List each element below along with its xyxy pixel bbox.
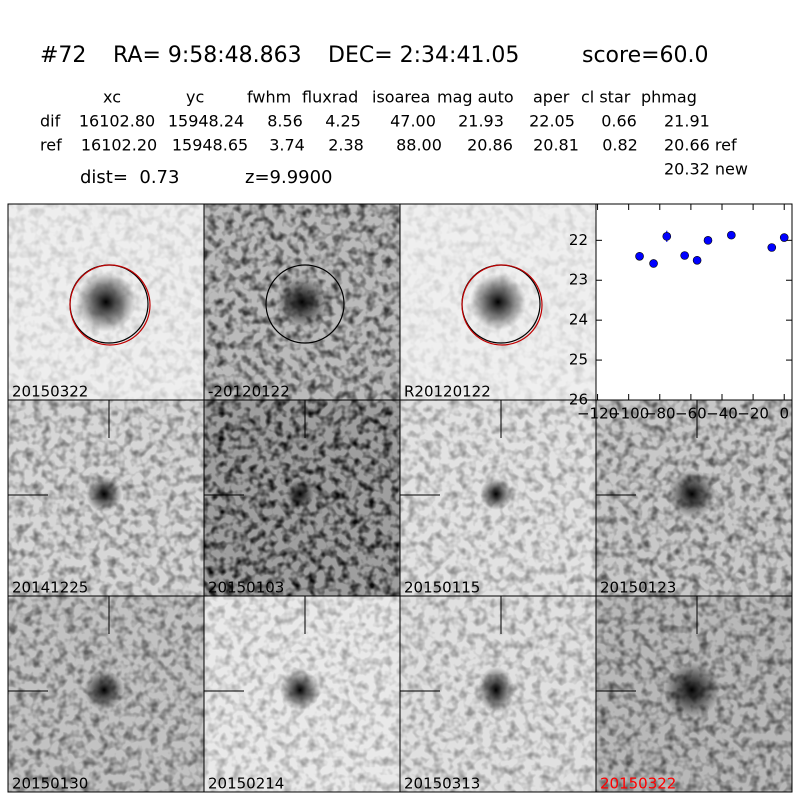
ra: RA= 9:58:48.863 <box>113 43 302 68</box>
stamp-label: 20150123 <box>600 579 676 597</box>
column-header: mag auto <box>437 88 514 107</box>
table-cell: 15948.24 <box>168 112 244 131</box>
table-cell: 0.82 <box>602 136 638 155</box>
source <box>286 480 314 508</box>
stamp-label: 20150322 <box>12 383 88 401</box>
point <box>767 243 777 252</box>
dec: DEC= 2:34:41.05 <box>328 43 519 68</box>
table-cell: ref <box>40 136 62 155</box>
stamp-label: -20120122 <box>208 383 290 401</box>
table-cell: 21.91 <box>664 112 710 131</box>
table-cell: 22.05 <box>529 112 575 131</box>
x-tick-label: −40 <box>706 405 738 423</box>
y-tick-label: 25 <box>569 351 588 369</box>
redshift: z=9.9900 <box>245 167 333 188</box>
y-tick-label: 22 <box>569 231 588 249</box>
stamp-label: 20150322 <box>600 775 676 793</box>
column-header: fluxrad <box>302 88 358 107</box>
point <box>680 251 689 260</box>
point <box>727 230 736 240</box>
source <box>280 670 320 710</box>
stamp-label: 20141225 <box>12 579 88 597</box>
table-cell: 16102.20 <box>81 136 157 155</box>
plot-area <box>596 204 792 400</box>
column-header: xc <box>103 88 121 107</box>
source <box>664 662 720 718</box>
point <box>635 251 644 261</box>
point <box>662 232 672 241</box>
column-header: aper <box>533 88 570 107</box>
table-cell: dif <box>40 112 61 131</box>
table-cell: 8.56 <box>267 112 303 131</box>
aperture-ref <box>461 264 543 346</box>
point <box>649 259 658 268</box>
candidate-id: #72 <box>40 43 86 68</box>
column-header: yc <box>186 88 204 107</box>
stamp-label: 20150214 <box>208 775 284 793</box>
table-cell: 0.66 <box>601 112 637 131</box>
table-cell: 20.66 ref <box>664 136 737 155</box>
source <box>76 272 136 332</box>
table-cell: 3.74 <box>269 136 305 155</box>
stamp-label: R20120122 <box>404 383 491 401</box>
table-cell: 21.93 <box>458 112 504 131</box>
stamp-label: 20150313 <box>404 775 480 793</box>
x-tick-label: −100 <box>608 405 649 423</box>
table-cell: 88.00 <box>396 136 442 155</box>
source <box>86 476 122 512</box>
column-header: cl star <box>581 88 631 107</box>
source <box>668 470 716 518</box>
source <box>480 478 512 510</box>
stamp-label: 20150103 <box>208 579 284 597</box>
stamp-label: 20150115 <box>404 579 480 597</box>
y-tick-label: 23 <box>569 271 588 289</box>
table-cell: 20.86 <box>467 136 513 155</box>
y-tick-label: 24 <box>569 311 588 329</box>
point <box>779 233 789 242</box>
panel-border <box>595 595 793 793</box>
table-cell: 4.25 <box>325 112 361 131</box>
source <box>478 666 514 714</box>
column-header: phmag <box>641 88 697 107</box>
table-cell: 20.81 <box>533 136 579 155</box>
column-header: fwhm <box>247 88 291 107</box>
aperture <box>265 264 345 344</box>
table-cell: 16102.80 <box>79 112 155 131</box>
stamp-label: 20150130 <box>12 775 88 793</box>
column-header: isoarea <box>372 88 430 107</box>
point <box>703 236 713 245</box>
x-tick-label: 0 <box>779 405 789 423</box>
point <box>692 255 702 265</box>
aperture-ref <box>69 264 151 346</box>
table-cell: 15948.65 <box>172 136 248 155</box>
source <box>276 276 328 328</box>
phmag-new: 20.32 new <box>664 160 748 179</box>
table-cell: 47.00 <box>390 112 436 131</box>
source <box>84 670 124 710</box>
x-tick-label: −80 <box>644 405 676 423</box>
dist: dist= 0.73 <box>80 167 179 188</box>
table-cell: 2.38 <box>328 136 364 155</box>
x-tick-label: −120 <box>577 405 618 423</box>
source <box>470 274 526 330</box>
x-tick-label: −20 <box>737 405 769 423</box>
x-tick-label: −60 <box>675 405 707 423</box>
score: score=60.0 <box>582 43 709 68</box>
